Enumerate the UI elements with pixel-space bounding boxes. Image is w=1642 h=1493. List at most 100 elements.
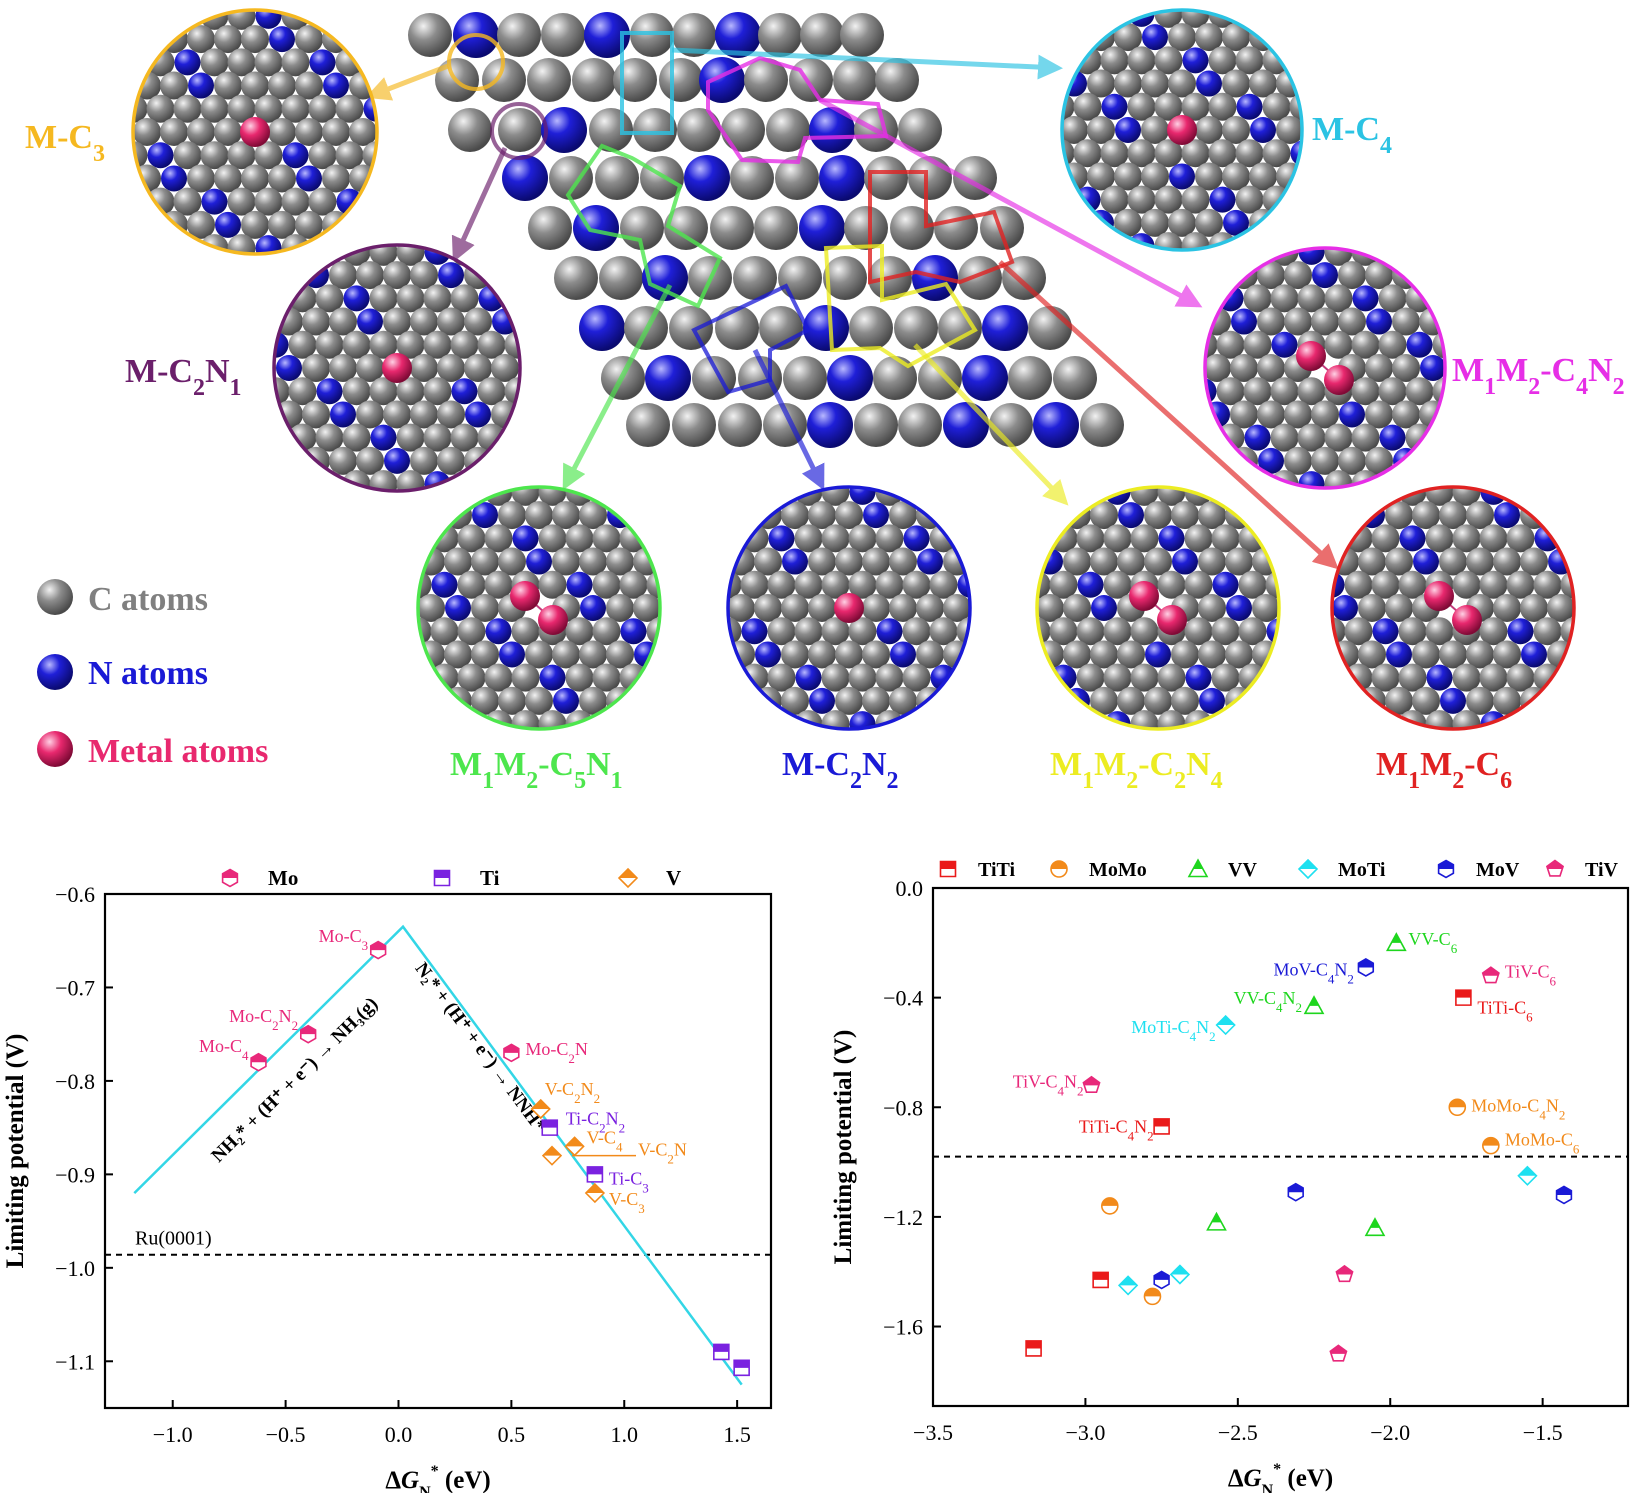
right-point-TiV-3 [1329,1344,1348,1362]
c-atom [633,108,677,152]
n-atom [684,155,730,201]
right-point-label: MoMo-C6 [1505,1130,1580,1157]
left-x-tick-label: 0.5 [498,1422,526,1447]
right-point-TiTi-2 [1092,1271,1109,1289]
right-point-VV-3 [1364,1217,1386,1237]
c-atom [721,108,765,152]
left-reference-label: Ru(0001) [135,1228,212,1250]
c-atom [875,58,919,102]
right-point-label: VV-C4N2 [1234,988,1302,1015]
highlight-M1M2-C6 [868,170,1015,285]
label-M-C2N1: M-C2N1 [125,353,242,401]
left-y-tick-label: −1.0 [55,1256,95,1281]
n-atom [699,57,745,103]
c-atom [672,13,716,57]
c-atom [918,356,962,400]
atom-legend: C atoms N atoms Metal atoms [37,579,268,770]
label-M1M2-C2N4: M1M2-C2N4 [1050,746,1223,794]
c-atom [775,156,819,200]
left-y-tick-label: −0.6 [55,882,95,907]
right-point-TiV-1 [1082,1075,1101,1093]
left-x-tick-label: −1.0 [153,1422,193,1447]
inset-M1M2-C2N4 [1035,485,1281,731]
right-point-MoV-0 [1357,958,1375,977]
c-atom [554,256,598,300]
right-legend-label-MoTi: MoTi [1338,859,1386,881]
right-plot-frame [931,886,1630,1408]
arrow-M-C2N1 [451,146,508,263]
c-atom [599,256,643,300]
right-legend-label-MoMo: MoMo [1089,859,1147,881]
right-point-label: TiV-C6 [1505,962,1557,989]
right-x-tick-label: −3.0 [1065,1420,1105,1445]
graphene-lattice [408,12,1124,448]
right-point-MoMo-1 [1482,1136,1500,1155]
c-atom [958,256,1002,300]
right-point-label: VV-C6 [1408,929,1457,956]
metal-atom [382,353,412,383]
right-point-label: TiTi-C4N2 [1079,1116,1154,1143]
c-atom [1053,356,1097,400]
left-x-tick-label: −0.5 [266,1422,306,1447]
c-atom [498,108,542,152]
left-legend-label-Ti: Ti [480,866,500,890]
left-point-Ti-1 [586,1166,604,1183]
n-atom [541,107,587,153]
right-point-MoMo-0 [1448,1098,1467,1117]
c-atom [408,13,452,57]
right-legend-label-TiTi: TiTi [978,859,1016,881]
right-point-VV-1 [1303,995,1325,1015]
site-insets [131,8,1576,731]
c-atom [527,58,571,102]
n-atom [799,205,845,251]
c-atom [833,58,877,102]
arrow-M-C2N2 [752,348,825,491]
metal-atom [510,581,540,611]
c-atom [754,206,798,250]
arrow-M-C3 [365,63,449,101]
c-atom [626,403,670,447]
left-x-tick-label: 1.0 [611,1422,639,1447]
right-y-tick-label: −1.2 [883,1205,923,1230]
c-atom [894,306,938,350]
left-point-V-3 [584,1182,606,1204]
metal-atom [1157,605,1187,635]
c-atom [980,206,1024,250]
c-atom [766,108,810,152]
arrow-M1M2-C2N4 [913,343,1069,506]
left-y-tick-label: −0.7 [55,975,95,1000]
right-x-tick-label: −3.5 [913,1420,953,1445]
c-atom [1028,306,1072,350]
left-point-label: V-C4 [587,1127,623,1154]
n-atom [1033,402,1079,448]
left-point-V-0 [530,1098,551,1120]
right-legend-label-TiV: TiV [1585,859,1619,881]
right-legend-marker-TiTi [939,860,957,878]
left-point-label: Ti-C2N2 [566,1109,625,1136]
left-legend-label-Mo: Mo [268,866,298,890]
c-atom [664,206,708,250]
label-M-C3: M-C3 [25,119,105,167]
left-chart: −1.0 −0.5 0.0 0.5 1.0 1.5 −0.6 −0.7 −0.8 −0.9 −1.0… [2,866,773,1493]
n-atom [819,155,865,201]
c-atom [730,156,774,200]
metal-atom [1452,605,1482,635]
right-point-VV-2 [1206,1211,1227,1231]
right-point-MoTi-1 [1517,1165,1538,1186]
n-atom [715,12,761,58]
c-atom [589,108,633,152]
left-y-axis-label: Limiting potential (V) [2,1034,29,1269]
left-legend-marker-V [617,867,639,889]
c-atom [528,206,572,250]
c-atom [854,403,898,447]
right-point-MoTi-0 [1215,1014,1236,1036]
right-legend-label-VV: VV [1228,859,1257,881]
left-point-label: Mo-C2N [525,1039,588,1066]
right-legend-marker-MoMo [1050,860,1068,878]
right-point-MoMo-3 [1143,1287,1162,1306]
left-plot-frame [103,892,773,1410]
left-point-label: V-C2N2 [545,1079,600,1106]
left-y-tick-label: −0.9 [55,1162,95,1187]
arrow-M1M2-C5N1 [562,283,673,491]
legend-c-atoms: C atoms [88,581,208,618]
